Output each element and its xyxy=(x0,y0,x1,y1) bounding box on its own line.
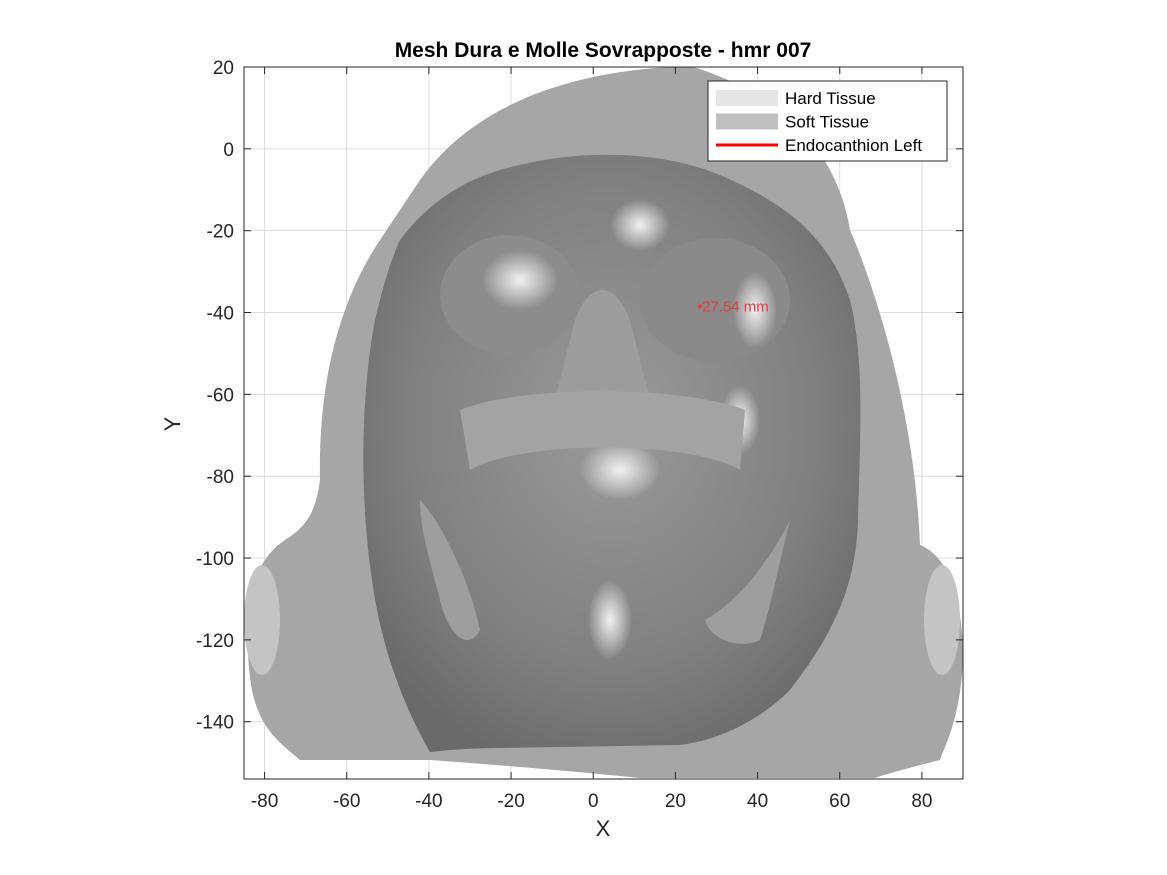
highlight xyxy=(580,440,660,500)
x-tick-label: 80 xyxy=(911,791,932,812)
legend-swatch xyxy=(716,90,778,106)
mandible-left xyxy=(420,500,480,640)
y-tick-label: 0 xyxy=(223,140,234,161)
x-tick-label: -40 xyxy=(415,791,442,812)
distance-annotation: 27.54 mm xyxy=(702,298,769,315)
ear-left xyxy=(244,565,280,675)
x-tick-label: 60 xyxy=(829,791,850,812)
mesh-image xyxy=(244,67,963,778)
nasal-region xyxy=(555,290,650,415)
endocanthion-marker xyxy=(697,304,703,309)
chart-title: Mesh Dura e Molle Sovrapposte - hmr 007 xyxy=(395,39,812,62)
legend-label: Endocanthion Left xyxy=(785,136,922,155)
x-tick-label: 0 xyxy=(588,791,599,812)
highlight xyxy=(482,250,558,310)
highlight xyxy=(588,580,632,660)
annotations: 27.54 mm xyxy=(697,298,769,315)
y-tick-label: 20 xyxy=(213,58,234,79)
y-tick-label: -100 xyxy=(196,549,234,570)
x-tick-label: -20 xyxy=(497,791,524,812)
highlight xyxy=(610,199,670,251)
x-tick-label: 40 xyxy=(747,791,768,812)
y-tick-label: -140 xyxy=(196,713,234,734)
y-tick-label: -40 xyxy=(207,304,234,325)
legend-swatch xyxy=(716,113,778,130)
x-tick-label: -80 xyxy=(251,791,278,812)
x-tick-label: -60 xyxy=(333,791,360,812)
mandible-right xyxy=(705,520,790,644)
y-tick-label: -60 xyxy=(207,385,234,406)
x-axis: -80 -60 -40 -20 0 20 40 60 80 xyxy=(251,67,932,812)
y-axis: 20 0 -20 -40 -60 -80 -100 -120 -140 xyxy=(196,58,963,734)
jaw-region xyxy=(460,391,745,470)
legend: Hard Tissue Soft Tissue Endocanthion Left xyxy=(707,80,948,162)
ear-right xyxy=(924,565,960,675)
axes-box xyxy=(243,66,964,780)
y-axis-label: Y xyxy=(160,416,185,431)
y-tick-label: -20 xyxy=(207,222,234,243)
y-tick-label: -80 xyxy=(207,467,234,488)
legend-label: Hard Tissue xyxy=(785,89,876,108)
x-axis-label: X xyxy=(596,816,611,841)
highlight xyxy=(733,272,777,348)
y-tick-label: -120 xyxy=(196,631,234,652)
legend-label: Soft Tissue xyxy=(785,113,869,132)
x-tick-label: 20 xyxy=(665,791,686,812)
